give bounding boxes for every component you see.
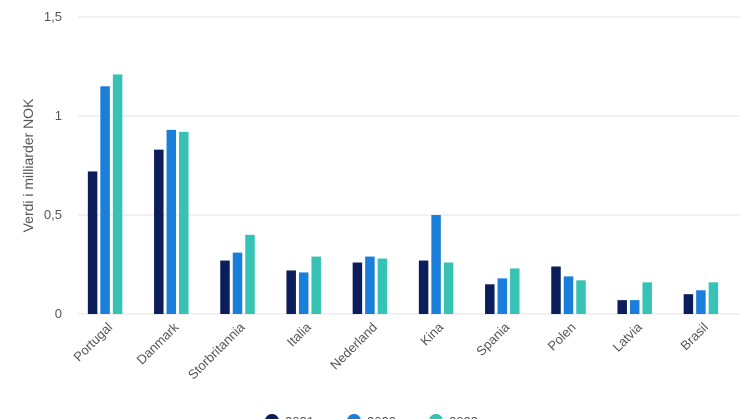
legend: 2021 2022 2023: [265, 414, 478, 419]
legend-marker: [265, 414, 279, 419]
bar-nederland-2023: [377, 258, 388, 314]
x-tick-label: Nederland: [327, 320, 380, 373]
bar-kina-2021: [418, 260, 429, 314]
x-tick-label: Danmark: [134, 319, 182, 367]
bar-portugal-2023: [112, 74, 123, 314]
bar-italia-2021: [286, 270, 296, 314]
bar-nederland-2022: [365, 256, 375, 314]
legend-label: 2021: [285, 414, 314, 419]
bar-kina-2023: [443, 262, 454, 314]
bar-storbritannia-2022: [232, 252, 243, 314]
bar-brasil-2023: [708, 282, 719, 314]
legend-label: 2022: [367, 414, 396, 419]
bar-danmark-2022: [166, 129, 177, 314]
bars: [87, 74, 719, 314]
bar-kina-2022: [431, 215, 441, 314]
bar-latvia-2023: [642, 282, 652, 314]
bar-storbritannia-2021: [220, 260, 230, 314]
x-tick-label: Spania: [473, 319, 513, 359]
bar-portugal-2021: [87, 171, 98, 314]
x-tick-label: Storbritannia: [185, 319, 248, 382]
bar-spania-2021: [485, 284, 495, 314]
x-tick-label: Kina: [417, 319, 447, 349]
bar-portugal-2022: [100, 86, 110, 314]
y-axis-label: Verdi i milliarder NOK: [20, 98, 36, 232]
y-tick-label: 1: [55, 108, 62, 123]
bar-polen-2023: [576, 280, 586, 314]
legend-marker: [429, 414, 443, 419]
bar-spania-2023: [510, 268, 520, 314]
y-tick-label: 1,5: [44, 9, 62, 24]
x-axis-ticks: Portugal Danmark Storbritannia Italia Nederl…: [70, 319, 711, 382]
bar-polen-2021: [551, 266, 561, 314]
x-tick-label: Brasil: [677, 319, 711, 353]
x-tick-label: Polen: [545, 320, 579, 354]
bar-polen-2022: [563, 276, 574, 314]
bar-danmark-2023: [179, 131, 189, 314]
bar-storbritannia-2023: [245, 234, 255, 314]
x-tick-label: Portugal: [70, 319, 115, 364]
bar-italia-2023: [311, 256, 321, 314]
legend-label: 2023: [449, 414, 478, 419]
bar-latvia-2021: [617, 300, 627, 314]
bar-latvia-2022: [629, 300, 640, 314]
bar-danmark-2021: [154, 149, 164, 314]
x-tick-label: Italia: [284, 319, 315, 350]
legend-marker: [347, 414, 361, 419]
y-axis-ticks: 0 0,5 1 1,5: [44, 9, 62, 321]
y-tick-label: 0: [55, 306, 62, 321]
x-tick-label: Latvia: [610, 319, 646, 355]
y-tick-label: 0,5: [44, 207, 62, 222]
bar-brasil-2022: [696, 290, 706, 314]
bar-brasil-2021: [683, 294, 694, 314]
bar-nederland-2021: [352, 262, 363, 314]
bar-italia-2022: [298, 272, 309, 314]
bar-spania-2022: [497, 278, 508, 314]
gridlines: [78, 16, 740, 315]
